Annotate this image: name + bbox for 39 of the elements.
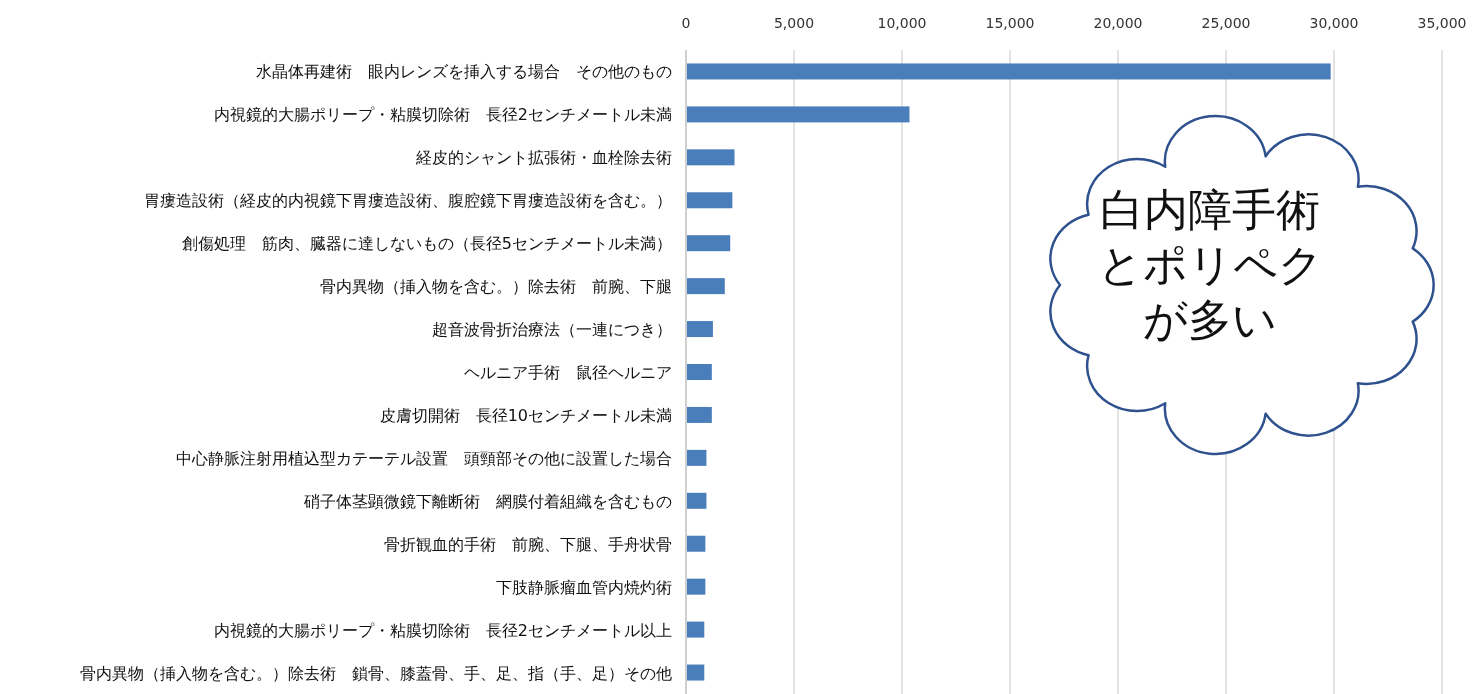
x-tick-label: 0 [681, 15, 691, 31]
y-tick-label: 下肢静脈瘤血管内焼灼術 [496, 577, 672, 597]
bar [687, 278, 725, 295]
y-tick-label: 内視鏡的大腸ポリープ・粘膜切除術 長径2センチメートル未満 [213, 105, 672, 125]
y-tick-label: 骨折観血的手術 前腕、下腿、手舟状骨 [384, 534, 672, 554]
y-tick-label: 水晶体再建術 眼内レンズを挿入する場合 その他のもの [256, 62, 672, 82]
x-tick-label: 25,000 [1201, 15, 1251, 31]
bar [687, 149, 735, 166]
y-tick-label: ヘルニア手術 鼠径ヘルニア [464, 363, 672, 382]
bar [687, 578, 706, 595]
bar [687, 406, 712, 423]
bar [687, 664, 705, 681]
y-tick-label: 創傷処理 筋肉、臓器に達しないもの（長径5センチメートル未満） [181, 234, 672, 254]
bar [687, 621, 705, 638]
x-tick-label: 30,000 [1309, 15, 1359, 31]
bar [687, 449, 707, 466]
y-tick-label: 超音波骨折治療法（一連につき） [432, 320, 672, 340]
bar [687, 492, 707, 509]
x-tick-label: 10,000 [877, 15, 927, 31]
bar [687, 235, 731, 252]
x-tick-label: 20,000 [1093, 15, 1143, 31]
annotation: 白内障手術とポリペクが多い [1097, 184, 1323, 345]
bar [687, 106, 910, 123]
x-tick-label: 5,000 [773, 15, 815, 31]
bar [687, 321, 713, 338]
x-tick-label: 35,000 [1417, 15, 1467, 31]
bar [687, 535, 706, 552]
y-tick-label: 硝子体茎顕微鏡下離断術 網膜付着組織を含むもの [303, 491, 672, 511]
bar [687, 63, 1331, 80]
x-tick-label: 15,000 [985, 15, 1035, 31]
bar [687, 364, 712, 380]
y-tick-label: 経皮的シャント拡張術・血栓除去術 [415, 148, 672, 168]
y-tick-label: 中心静脈注射用植込型カテーテル設置 頭頸部その他に設置した場合 [176, 448, 672, 468]
y-tick-label: 皮膚切開術 長径10センチメートル未満 [379, 405, 672, 425]
y-tick-label: 内視鏡的大腸ポリープ・粘膜切除術 長径2センチメートル以上 [213, 620, 672, 640]
y-tick-label: 骨内異物（挿入物を含む。）除去術 前腕、下腿 [320, 277, 672, 297]
y-tick-label: 骨内異物（挿入物を含む。）除去術 鎖骨、膝蓋骨、手、足、指（手、足）その他 [80, 663, 672, 683]
y-tick-label: 胃瘻造設術（経皮的内視鏡下胃瘻造設術、腹腔鏡下胃瘻造設術を含む。） [144, 191, 672, 211]
bar [687, 192, 733, 209]
